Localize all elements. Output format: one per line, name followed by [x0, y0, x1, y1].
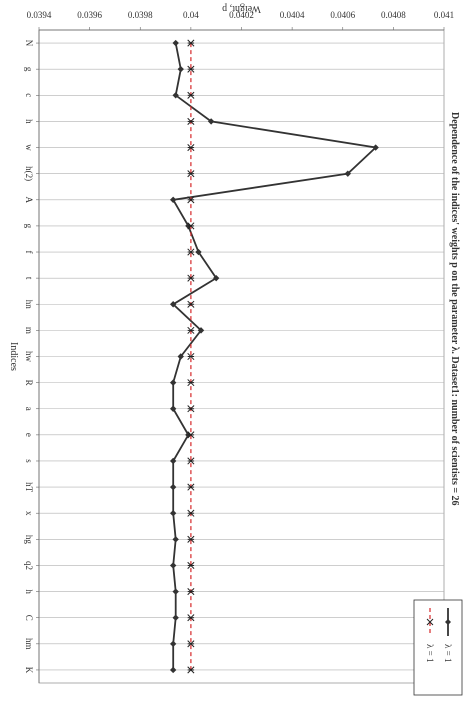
data-point	[172, 588, 179, 595]
data-point	[187, 561, 195, 570]
data-point	[177, 65, 184, 73]
data-point	[187, 326, 195, 334]
data-point	[212, 274, 220, 282]
data-point	[169, 562, 177, 569]
x-tick-label: g	[24, 224, 34, 229]
data-point	[187, 39, 195, 47]
x-tick-label: A	[24, 197, 34, 204]
y-tick-label: 0.0398	[128, 10, 153, 20]
data-point	[187, 431, 195, 439]
data-point	[187, 196, 195, 204]
x-tick-label: hg	[24, 535, 34, 545]
data-point	[187, 91, 195, 99]
legend: λ = 1 λ = 1	[413, 599, 463, 696]
data-point	[172, 39, 179, 47]
series-2	[187, 39, 195, 674]
legend-label: λ = 1	[425, 644, 435, 662]
x-tick-label: hn	[24, 300, 34, 310]
x-tick-label: c	[24, 93, 34, 97]
x-tick-label: C	[24, 615, 34, 621]
data-point	[187, 143, 195, 152]
legend-label: λ = 1	[443, 644, 453, 662]
data-point	[187, 457, 195, 465]
data-point	[207, 118, 215, 125]
y-tick-label: 0.0396	[77, 10, 102, 20]
data-point	[187, 666, 195, 674]
data-point	[187, 509, 195, 517]
data-point	[177, 353, 184, 360]
data-point	[187, 588, 195, 596]
y-tick-label: 0.0406	[330, 10, 355, 20]
data-point	[169, 640, 177, 648]
x-tick-label: a	[24, 407, 34, 411]
x-tick-label: h	[24, 119, 34, 124]
x-tick-label: N	[24, 40, 34, 47]
grid-lines	[39, 42, 444, 671]
data-point	[187, 222, 195, 230]
x-axis-title: Indices	[8, 342, 19, 371]
data-point	[187, 170, 195, 178]
data-point	[169, 457, 177, 465]
data-point	[169, 379, 177, 386]
series-1	[169, 39, 379, 674]
chart-title: Dependence of the indices' weights p on …	[449, 112, 460, 506]
data-point	[344, 170, 352, 177]
y-tick-label: 0.041	[434, 10, 454, 20]
data-point	[172, 536, 179, 543]
data-point	[169, 666, 177, 674]
data-point	[187, 640, 195, 648]
x-tick-label: R	[24, 380, 34, 386]
y-tick-label: 0.04	[183, 10, 199, 20]
data-point	[195, 248, 202, 256]
x-tick-label: t	[24, 277, 34, 280]
x-tick-label: f	[24, 251, 34, 254]
y-tick-label: 0.0408	[381, 10, 406, 20]
x-tick-label: m	[24, 327, 34, 334]
x-tick-label: g	[24, 67, 34, 72]
x-tick-label: e	[24, 433, 34, 437]
data-point	[169, 301, 177, 308]
data-point	[187, 65, 195, 73]
data-point	[169, 483, 177, 491]
data-point	[372, 144, 379, 151]
x-tick-label: x	[24, 511, 34, 516]
x-tick-label: hw	[24, 351, 34, 363]
x-tick-label: q2	[24, 561, 34, 570]
y-tick-label: 0.0394	[27, 10, 52, 20]
y-axis-title: Weight, p	[222, 3, 261, 14]
data-point	[169, 196, 177, 203]
x-tick-label: h	[24, 589, 34, 594]
data-point	[187, 614, 195, 622]
series-layer	[169, 39, 379, 674]
data-point	[187, 117, 195, 125]
y-tick-label: 0.0402	[229, 10, 254, 20]
data-point	[169, 405, 177, 412]
x-tick-label: hT	[24, 482, 34, 493]
x-tick-label: w	[24, 144, 34, 151]
y-tick-label: 0.0404	[280, 10, 305, 20]
data-point	[187, 405, 195, 413]
legend-marker	[426, 618, 434, 626]
data-point	[187, 352, 195, 361]
data-point	[169, 510, 177, 517]
data-point	[187, 535, 195, 543]
legend-marker	[445, 619, 451, 625]
data-point	[172, 614, 179, 621]
data-point	[172, 92, 179, 99]
data-point	[187, 483, 195, 491]
data-point	[197, 327, 205, 334]
data-point	[187, 379, 195, 387]
x-tick-label: hm	[24, 638, 34, 650]
data-point	[187, 274, 195, 282]
data-point	[187, 300, 195, 308]
x-tick-label: K	[24, 667, 34, 674]
legend-box	[413, 599, 463, 696]
axes: Ngchwh(2)AgfthnmhwRaeshTxhgq2hChmK0.0394…	[24, 10, 454, 683]
x-tick-label: h(2)	[24, 166, 34, 181]
x-tick-label: s	[24, 459, 34, 463]
data-point	[187, 248, 195, 256]
